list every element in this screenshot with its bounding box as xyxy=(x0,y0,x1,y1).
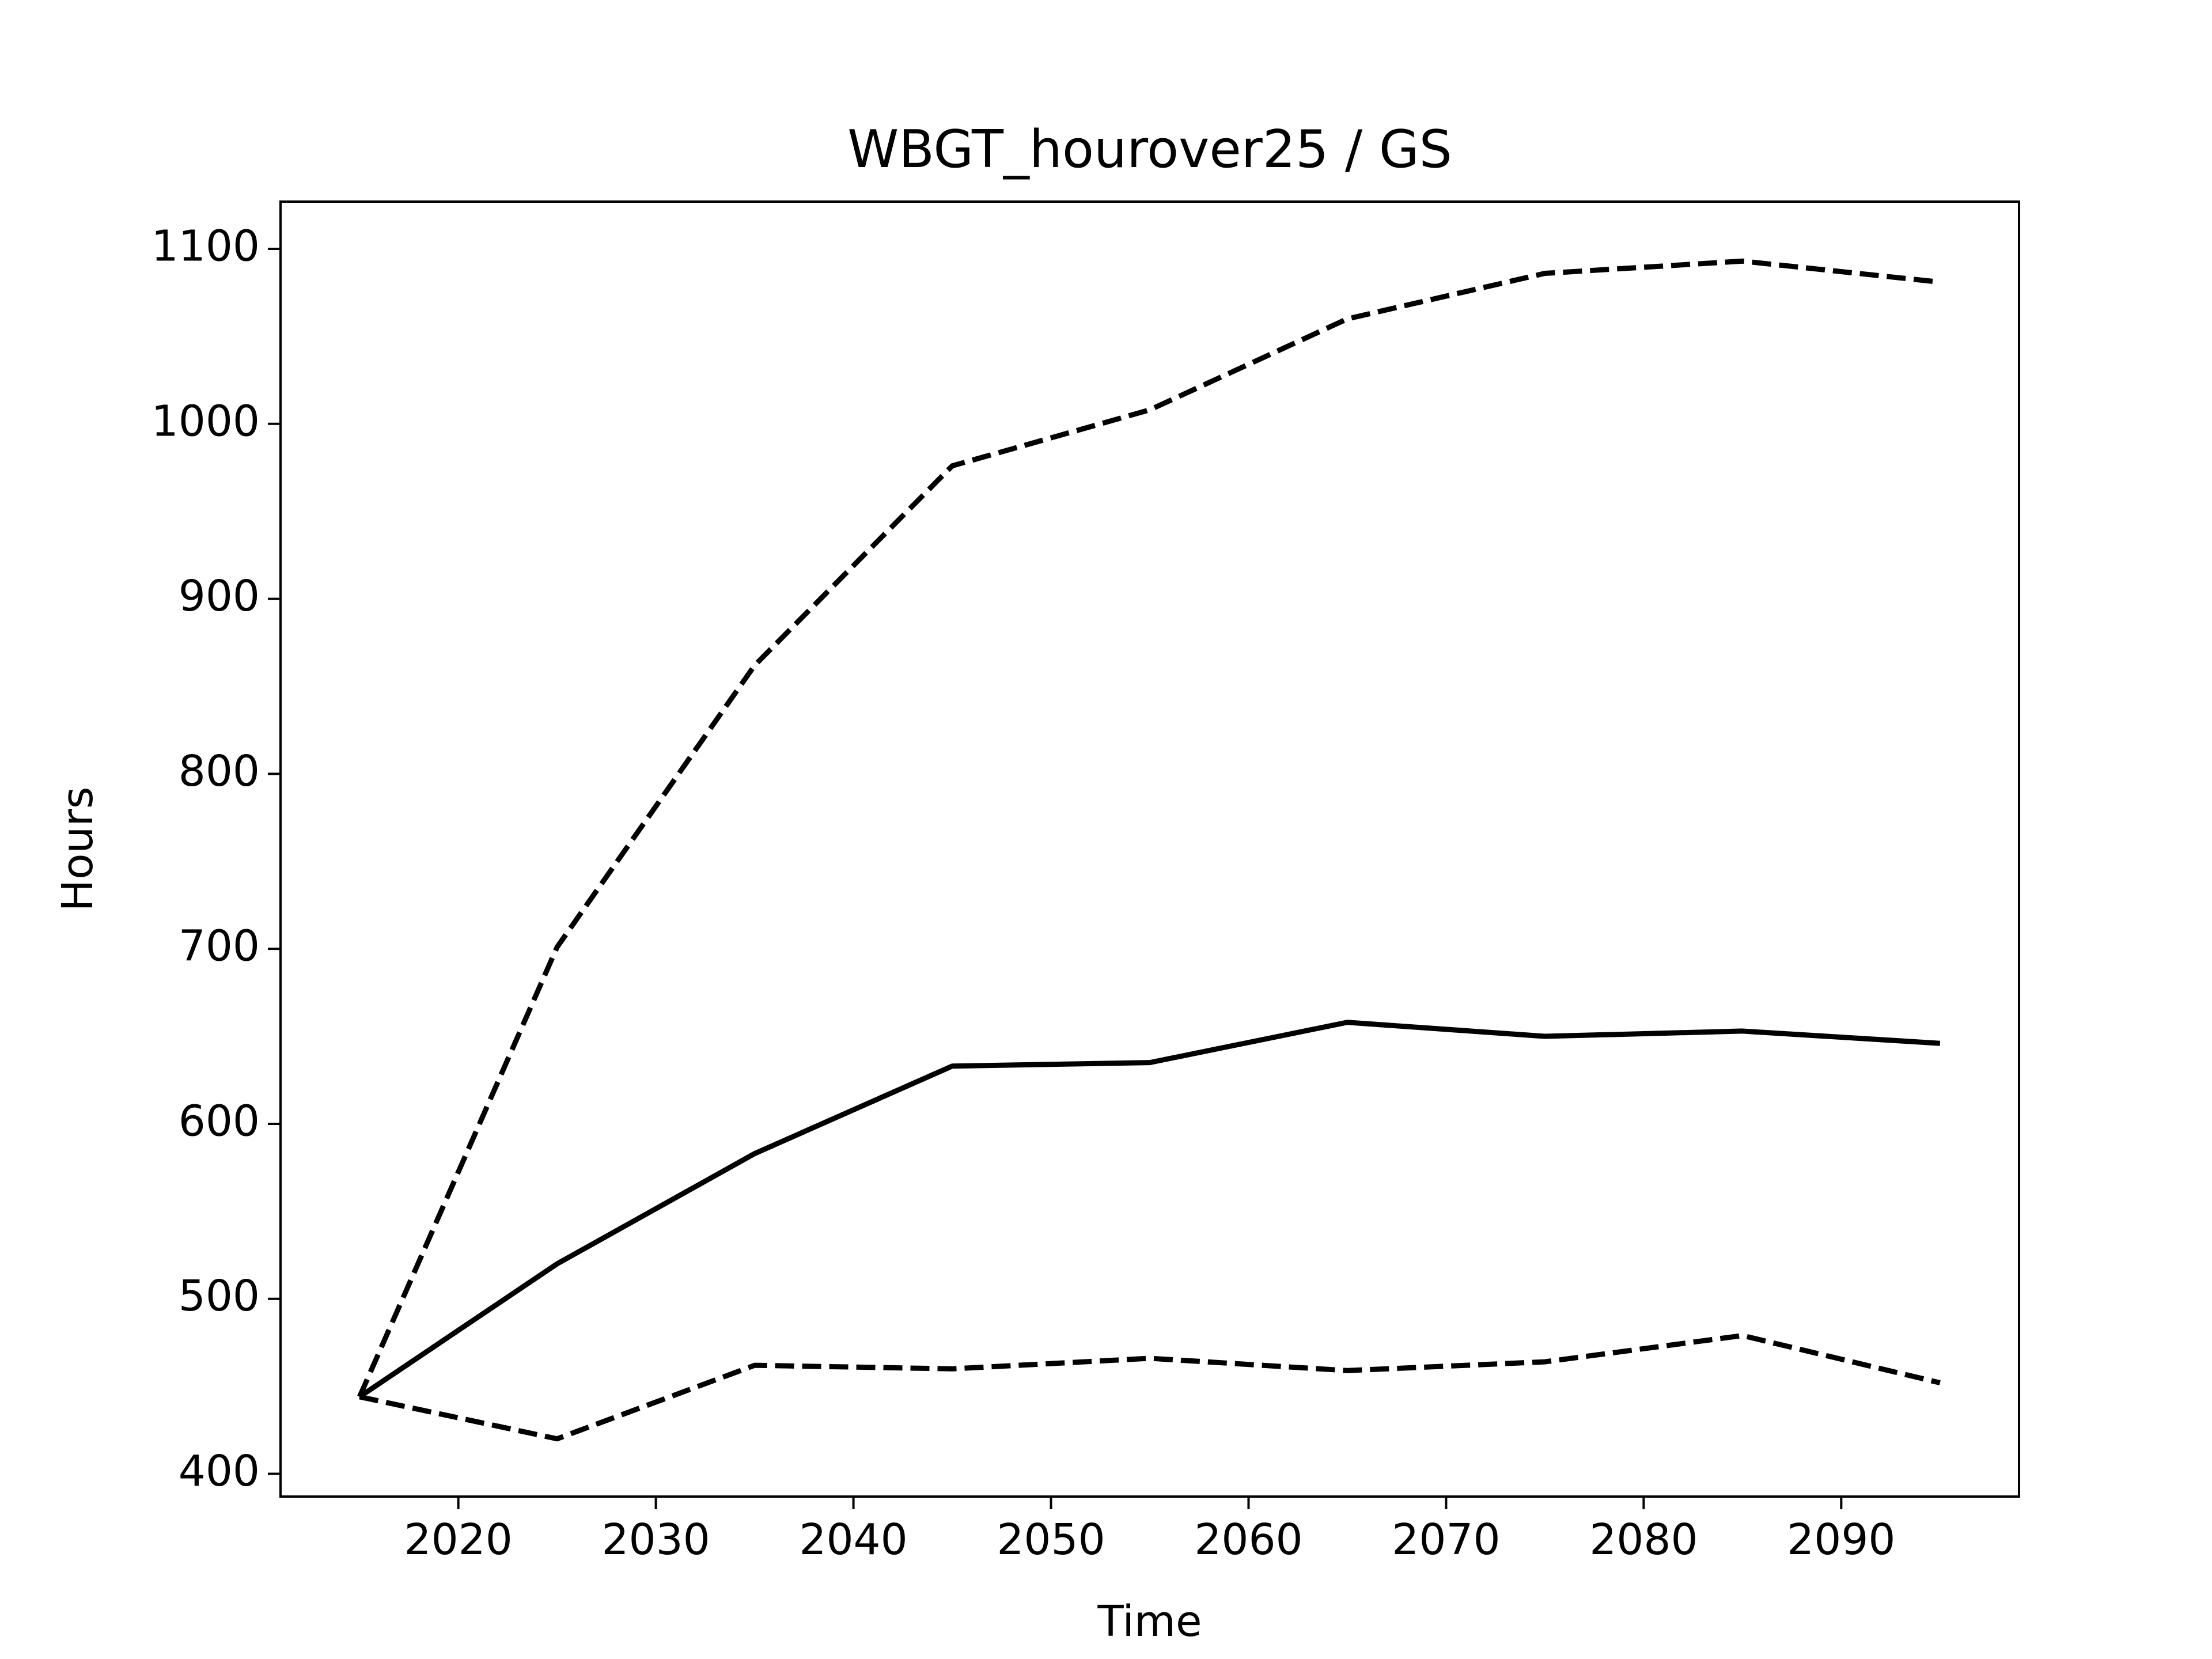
line-series xyxy=(357,258,1941,1398)
y-tick-label: 500 xyxy=(179,1271,260,1321)
line-series xyxy=(359,1333,1941,1442)
plot-frame xyxy=(279,200,2020,1498)
x-tick-label: 2020 xyxy=(404,1515,512,1565)
line-series xyxy=(358,1020,1941,1399)
x-tick-label: 2080 xyxy=(1589,1515,1698,1565)
y-tick-label: 400 xyxy=(179,1446,260,1496)
y-tick-label: 1000 xyxy=(151,396,260,446)
x-tick-label: 2040 xyxy=(799,1515,907,1565)
x-tick-label: 2070 xyxy=(1392,1515,1500,1565)
y-tick-label: 600 xyxy=(179,1096,260,1146)
chart-title: WBGT_hourover25 / GS xyxy=(847,119,1452,180)
x-tick-label: 2090 xyxy=(1787,1515,1895,1565)
x-tick-label: 2030 xyxy=(601,1515,710,1565)
y-tick-label: 1100 xyxy=(151,222,260,271)
y-axis-label: Hours xyxy=(53,787,103,912)
y-tick-label: 700 xyxy=(179,922,260,971)
x-tick-label: 2060 xyxy=(1194,1515,1302,1565)
y-tick-label: 900 xyxy=(179,571,260,621)
y-tick-label: 800 xyxy=(179,747,260,796)
x-axis-label: Time xyxy=(1097,1597,1202,1646)
x-tick-label: 2050 xyxy=(997,1515,1105,1565)
